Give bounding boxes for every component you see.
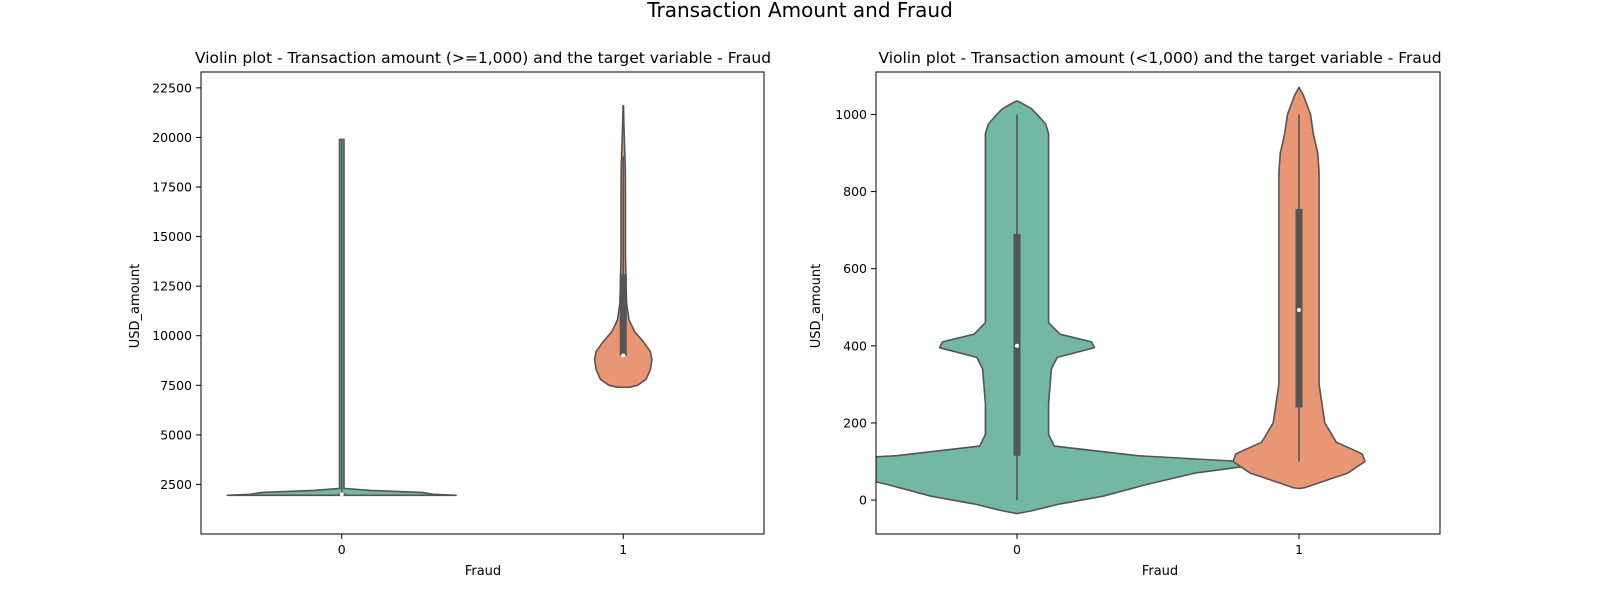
- x-tick-label: 0: [1013, 542, 1021, 557]
- figure-title: Transaction Amount and Fraud: [646, 0, 953, 22]
- right-plot-title: Violin plot - Transaction amount (<1,000…: [878, 49, 1441, 67]
- left-violin-panel: Violin plot - Transaction amount (>=1,00…: [128, 49, 771, 579]
- y-tick-label: 7500: [160, 378, 192, 393]
- y-tick-label: 1000: [835, 107, 867, 122]
- y-tick-label: 400: [843, 338, 867, 353]
- right-y-axis-label: USD_amount: [809, 264, 824, 348]
- y-tick-label: 200: [843, 415, 867, 430]
- plot-frame: [200, 71, 765, 535]
- violin-median-0: [339, 492, 344, 497]
- plot-area: [226, 104, 653, 497]
- plot-area: [876, 86, 1366, 515]
- right-violin-panel: Violin plot - Transaction amount (<1,000…: [809, 49, 1442, 579]
- x-tick-label: 1: [1295, 542, 1303, 557]
- y-tick-label: 22500: [152, 80, 192, 95]
- left-y-axis-label: USD_amount: [128, 264, 143, 348]
- violin-median-1: [621, 353, 626, 358]
- plot-frame: [875, 71, 1441, 535]
- y-tick-label: 0: [859, 493, 867, 508]
- y-tick-label: 20000: [152, 130, 192, 145]
- left-x-axis-label: Fraud: [465, 564, 501, 579]
- y-tick-label: 10000: [152, 328, 192, 343]
- left-plot-title: Violin plot - Transaction amount (>=1,00…: [195, 49, 771, 67]
- x-tick-label: 0: [338, 542, 346, 557]
- y-tick-label: 800: [843, 184, 867, 199]
- y-tick-label: 2500: [160, 477, 192, 492]
- y-tick-label: 600: [843, 261, 867, 276]
- violin-iqr-box-1: [619, 274, 627, 356]
- violin-body-0: [876, 100, 1254, 515]
- y-tick-label: 17500: [152, 180, 192, 195]
- y-tick-label: 15000: [152, 229, 192, 244]
- violin-median-0: [1015, 343, 1019, 348]
- y-tick-label: 12500: [152, 279, 192, 294]
- y-tick-label: 5000: [160, 427, 192, 442]
- right-x-axis-label: Fraud: [1142, 564, 1178, 579]
- violin-median-1: [1297, 307, 1301, 312]
- x-tick-label: 1: [619, 542, 627, 557]
